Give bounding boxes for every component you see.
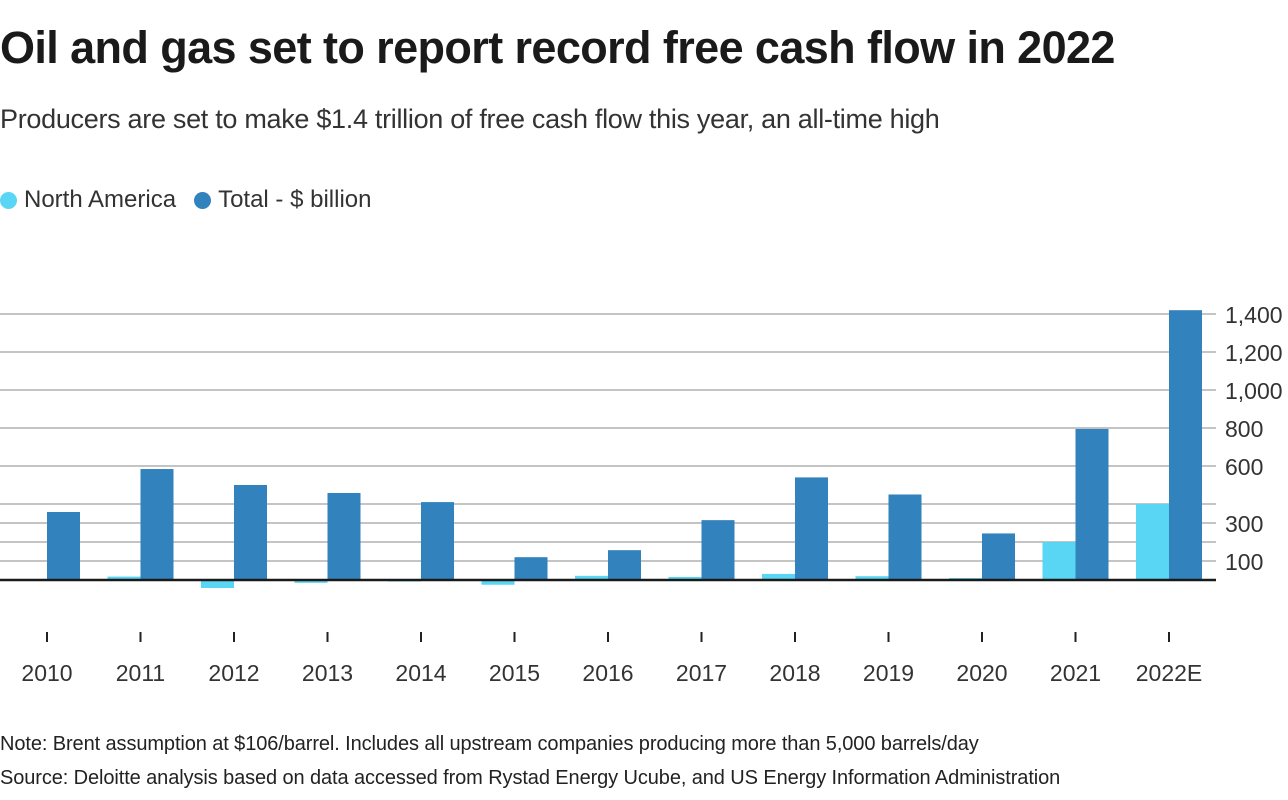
- gridlines: [0, 313, 1216, 562]
- bar-total-2013: [327, 492, 361, 580]
- bar-total-2017: [701, 520, 735, 580]
- legend-item-north-america: North America: [0, 186, 176, 214]
- bar-north-america-2019: [855, 576, 889, 580]
- x-tick-label: 2017: [676, 660, 727, 686]
- bar-total-2010: [47, 511, 80, 580]
- legend-label-total: Total - $ billion: [218, 186, 372, 213]
- y-tick-label: 300: [1225, 511, 1263, 537]
- bar-total-2021: [1075, 428, 1109, 580]
- bar-total-2012: [234, 485, 267, 580]
- legend-item-total: Total - $ billion: [194, 186, 371, 214]
- bar-north-america-2018: [762, 573, 795, 580]
- chart-source: Source: Deloitte analysis based on data …: [0, 767, 1061, 789]
- bar-total-2016: [608, 550, 641, 580]
- x-tick-label: 2022E: [1136, 660, 1203, 686]
- bar-north-america-2015: [481, 580, 515, 585]
- bar-north-america-2016: [575, 575, 608, 580]
- bar-total-2019: [888, 494, 922, 580]
- bars: [14, 310, 1202, 588]
- axes: 100 300 600 800 1,000 1,200 1,400 2010 2011 2012 2…: [0, 302, 1283, 686]
- bar-north-america-2011: [107, 576, 141, 580]
- chart-subtitle: Producers are set to make $1.4 trillion …: [0, 104, 940, 134]
- y-tick-label: 1,000: [1225, 378, 1283, 404]
- legend-marker-total-icon: [194, 191, 212, 209]
- x-tick-label: 2013: [302, 660, 353, 686]
- x-tick-label: 2015: [489, 660, 540, 686]
- x-tick-label: 2019: [863, 660, 914, 686]
- bar-total-2015: [514, 557, 548, 580]
- y-tick-label: 600: [1225, 454, 1263, 480]
- y-tick-label: 800: [1225, 416, 1263, 442]
- y-tick-label: 1,400: [1225, 302, 1283, 328]
- bar-total-2018: [795, 477, 828, 580]
- legend-marker-north-america-icon: [0, 191, 17, 209]
- bar-north-america-2017: [668, 576, 702, 580]
- legend: North America Total - $ billion: [0, 186, 389, 214]
- bar-total-2011: [140, 469, 174, 580]
- bar-total-2022E: [1169, 310, 1202, 580]
- bar-north-america-2022E: [1136, 504, 1169, 580]
- y-tick-label: 1,200: [1225, 340, 1283, 366]
- bar-chart: 100 300 600 800 1,000 1,200 1,400 2010 2011 2012 2…: [0, 302, 1283, 686]
- x-tick-label: 2021: [1050, 660, 1101, 686]
- bar-north-america-2021: [1042, 542, 1076, 580]
- x-tick-label: 2010: [21, 660, 72, 686]
- x-tick-label: 2012: [208, 660, 259, 686]
- x-tick-label: 2018: [769, 660, 820, 686]
- chart-note: Note: Brent assumption at $106/barrel. I…: [0, 733, 979, 755]
- bar-north-america-2013: [294, 580, 328, 583]
- bar-total-2014: [421, 502, 454, 580]
- legend-label-north-america: North America: [24, 186, 177, 213]
- x-tick-label: 2014: [395, 660, 446, 686]
- x-tick-label: 2020: [956, 660, 1007, 686]
- chart-title: Oil and gas set to report record free ca…: [0, 22, 1115, 73]
- bar-north-america-2012: [201, 580, 234, 588]
- y-tick-label: 100: [1225, 549, 1263, 575]
- x-tick-label: 2016: [582, 660, 633, 686]
- bar-total-2020: [982, 533, 1015, 580]
- x-tick-label: 2011: [116, 660, 165, 686]
